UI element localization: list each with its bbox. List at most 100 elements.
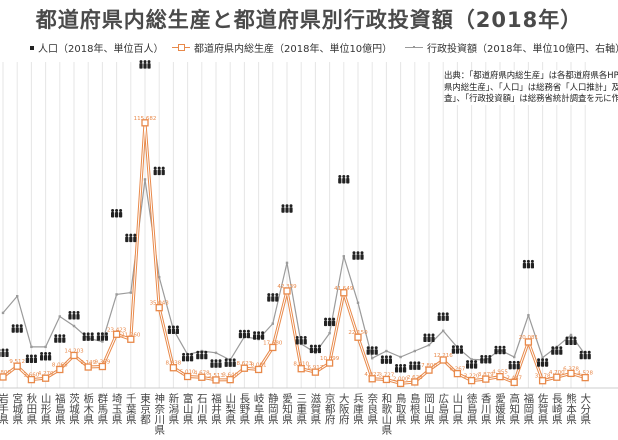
person-head: [171, 325, 175, 329]
gdp-data-label: 4,955: [492, 370, 508, 376]
legend-item-population: 人口（2018年、単位百人）: [30, 40, 163, 55]
person-body: [437, 315, 441, 321]
person-body: [530, 262, 534, 269]
person-body: [441, 315, 445, 321]
person-body: [338, 177, 342, 184]
person-body: [190, 355, 194, 362]
person-head: [15, 324, 19, 328]
person-body: [480, 357, 484, 364]
invest-point: [371, 357, 374, 360]
gdp-data-label: 4,800: [0, 370, 11, 376]
gdp-data-label: 4,678: [194, 370, 210, 376]
legend-label-invest: 行政投資額（2018年、単位10億円、右軸）: [427, 44, 618, 55]
person-body: [328, 320, 332, 327]
person-head: [58, 334, 62, 338]
person-body: [516, 363, 520, 370]
person-head: [317, 344, 321, 348]
gdp-point: [340, 289, 348, 297]
person-body: [498, 348, 502, 355]
person-body: [246, 332, 250, 339]
person-body: [68, 314, 72, 320]
gdp-data-label: 2,628: [407, 375, 423, 381]
gdp-point: [453, 369, 462, 378]
person-head: [186, 352, 190, 356]
invest-point: [527, 314, 530, 317]
invest-point: [427, 343, 431, 347]
gdp-data-label: 41,549: [334, 286, 354, 292]
person-head: [360, 251, 364, 255]
person-head: [48, 352, 52, 356]
person-head: [90, 332, 94, 336]
person-body: [423, 336, 427, 342]
person-head: [484, 354, 488, 358]
invest-point: [58, 315, 61, 318]
person-body: [257, 334, 261, 340]
person-body: [289, 207, 293, 213]
person-head: [502, 345, 506, 349]
person-head: [526, 259, 530, 263]
legend: 人口（2018年、単位百人） 都道府県内総生産（2018年、単位10億円） 行政…: [0, 40, 618, 56]
person-head: [522, 259, 526, 263]
person-body: [474, 363, 478, 369]
gdp-point: [13, 362, 21, 370]
person-head: [72, 311, 76, 315]
person-body: [352, 254, 356, 260]
person-head: [303, 335, 307, 339]
invest-series-line: [2, 179, 586, 361]
gdp-point: [382, 375, 391, 384]
person-head: [167, 325, 171, 329]
person-head: [232, 358, 236, 362]
person-head: [175, 325, 179, 329]
person-body: [15, 327, 19, 333]
x-tick-label: 福井県: [210, 392, 222, 425]
x-tick-label: 東京都: [139, 392, 151, 425]
person-body: [526, 262, 530, 269]
person-body: [317, 347, 321, 354]
x-tick-label: 兵庫県: [352, 392, 364, 425]
gdp-data-label: 3,220: [464, 374, 480, 380]
x-tick-label: 徳島県: [466, 392, 478, 425]
person-body: [186, 355, 190, 362]
person-head: [129, 233, 133, 237]
person-head: [86, 332, 90, 336]
person-body: [200, 353, 204, 360]
person-head: [82, 332, 86, 336]
person-head: [573, 336, 577, 340]
x-tick-label: 山梨県: [224, 393, 236, 425]
x-tick-label: 滋賀県: [309, 392, 321, 425]
person-head: [242, 329, 246, 333]
x-tick-label: 群馬県: [96, 392, 108, 425]
invest-point: [513, 355, 516, 359]
person-body: [125, 236, 129, 243]
legend-label-population: 人口（2018年、単位百人）: [38, 44, 164, 55]
person-body: [370, 349, 374, 355]
person-body: [484, 357, 488, 364]
person-head: [261, 331, 265, 335]
gdp-point: [439, 356, 447, 364]
person-head: [579, 350, 583, 354]
person-head: [111, 208, 115, 212]
person-body: [104, 335, 108, 341]
gdp-point: [553, 373, 561, 381]
person-head: [470, 360, 474, 364]
invest-point: [129, 291, 132, 294]
person-body: [242, 332, 246, 339]
x-tick-label: 大阪府: [338, 392, 350, 425]
gdp-series-line-inner: [2, 122, 586, 384]
person-head: [374, 346, 378, 350]
gdp-series-line: [2, 122, 586, 385]
person-body: [139, 63, 143, 69]
x-tick-label: 栃木県: [82, 392, 94, 425]
person-body: [295, 338, 299, 345]
gdp-data-label: 3,879: [478, 372, 494, 378]
x-tick-label: 千葉県: [125, 393, 137, 425]
gdp-data-label: 8,623: [237, 361, 253, 367]
person-head: [328, 317, 332, 321]
gdp-point: [240, 364, 249, 372]
person-head: [384, 355, 388, 359]
gdp-point: [396, 379, 405, 388]
x-tick-label: 大分県: [579, 392, 591, 425]
gdp-point: [112, 330, 121, 338]
person-body: [90, 335, 94, 341]
person-body: [488, 357, 492, 364]
